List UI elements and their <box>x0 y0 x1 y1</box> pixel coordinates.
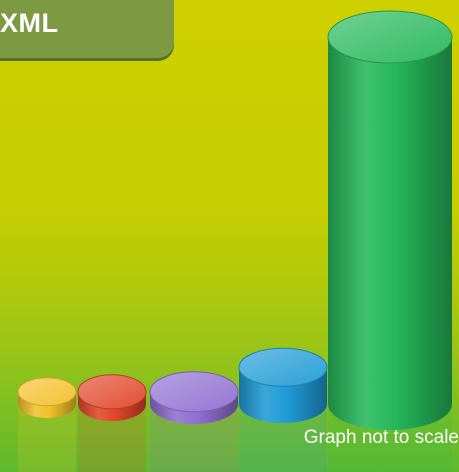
bar-2 <box>77 374 147 472</box>
bar-4 <box>238 347 328 472</box>
bar-1 <box>17 377 77 472</box>
bar-5 <box>327 10 453 472</box>
title-tab: XML <box>0 0 174 58</box>
bar-top <box>327 10 453 64</box>
bar-body <box>328 37 452 430</box>
bar-3 <box>149 371 239 472</box>
bar-top <box>149 371 239 413</box>
bar-top <box>17 377 77 407</box>
bar-top <box>238 347 328 387</box>
bar-top <box>77 374 147 410</box>
scale-footnote: Graph not to scale <box>303 427 459 448</box>
chart-title: XML <box>0 8 59 38</box>
